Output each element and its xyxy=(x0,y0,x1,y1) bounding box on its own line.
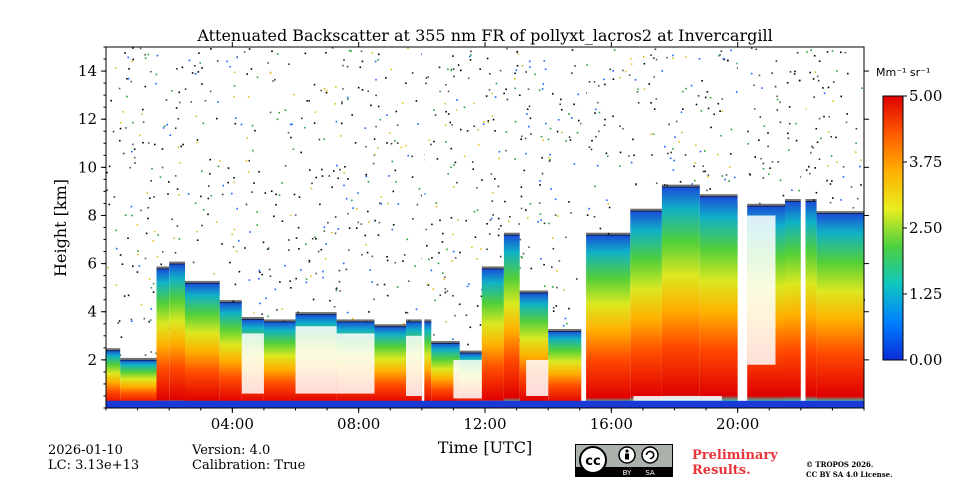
backscatter-segment-1 xyxy=(106,350,121,408)
backscatter-segment-15 xyxy=(481,268,504,408)
preliminary-line-1: Preliminary xyxy=(692,448,778,463)
colorbar-tick-label-3: 2.50 xyxy=(909,219,942,237)
backscatter-segment-2 xyxy=(120,359,157,408)
layer-top-edge-12 xyxy=(406,319,432,323)
layer-top-edge-14 xyxy=(459,350,482,354)
layer-top-edge-18 xyxy=(548,329,587,332)
data-gap-3 xyxy=(737,47,748,408)
low-signal-patch-2 xyxy=(295,326,337,394)
layer-top-edge-3 xyxy=(156,266,170,270)
backscatter-segment-11 xyxy=(374,326,407,408)
layer-top-edge-4 xyxy=(169,261,185,265)
y-tick-label-6: 12 xyxy=(78,110,97,128)
colorbar: Mm⁻¹ sr⁻¹ 0.00 1.25 2.50 3.75 5.00 xyxy=(876,66,942,369)
preliminary-line-2: Results. xyxy=(692,463,751,478)
backscatter-segment-22 xyxy=(699,196,738,408)
backscatter-segment-3 xyxy=(156,268,170,408)
layer-top-edge-5 xyxy=(185,280,220,284)
preliminary-results-note: Preliminary Results. xyxy=(692,448,778,478)
backscatter-segment-5 xyxy=(185,282,220,408)
by-label: BY xyxy=(623,469,632,476)
low-signal-patch-1 xyxy=(241,333,264,394)
layer-top-edge-25 xyxy=(816,211,864,215)
data-gap-2 xyxy=(581,47,586,408)
cc-icon xyxy=(579,446,607,474)
layer-top-edge-23 xyxy=(737,203,786,207)
x-tick-label-5: 20:00 xyxy=(716,415,759,433)
copyright-note: © TROPOS 2026. CC BY SA 4.0 License. xyxy=(806,460,893,480)
x-tick-label-1: 04:00 xyxy=(211,415,254,433)
layer-top-edge-16 xyxy=(503,232,520,236)
backscatter-segment-19 xyxy=(586,234,631,408)
colorbar-unit: Mm⁻¹ sr⁻¹ xyxy=(876,66,930,79)
low-signal-patch-3 xyxy=(336,333,375,394)
sa-label: SA xyxy=(645,469,655,476)
data-gap-4 xyxy=(800,47,806,408)
version-block: Version: 4.0 Calibration: True xyxy=(192,443,305,473)
y-tick-label-1: 2 xyxy=(87,351,97,369)
layer-top-edge-15 xyxy=(481,266,504,270)
layer-top-edge-9 xyxy=(295,312,337,316)
colorbar-tick-label-1: 0.00 xyxy=(909,351,942,369)
date-text: 2026-01-10 xyxy=(48,443,123,458)
low-signal-patch-4 xyxy=(406,335,422,396)
layer-top-edge-2 xyxy=(120,357,157,361)
colorbar-tick-label-4: 3.75 xyxy=(909,153,942,171)
layer-top-edge-7 xyxy=(241,317,264,320)
date-lc-block: 2026-01-10 LC: 3.13e+13 xyxy=(48,443,139,473)
layer-top-edge-20 xyxy=(630,208,662,212)
plot-area xyxy=(106,47,865,408)
axes: 04:00 08:00 12:00 16:00 20:00 2 4 6 8 10 12 14 xyxy=(78,42,869,433)
colorbar-tick-label-5: 5.00 xyxy=(909,87,942,105)
x-tick-label-3: 12:00 xyxy=(463,415,506,433)
version-text: Version: 4.0 xyxy=(192,443,271,458)
backscatter-segment-6 xyxy=(219,302,242,408)
y-tick-label-3: 6 xyxy=(87,255,97,273)
backscatter-segment-20 xyxy=(630,210,662,408)
y-tick-label-4: 8 xyxy=(87,206,97,224)
backscatter-segment-16 xyxy=(503,234,520,408)
layer-top-edge-19 xyxy=(586,232,631,236)
layer-top-edge-22 xyxy=(699,194,738,198)
y-tick-label-7: 14 xyxy=(78,62,97,80)
copyright-line-2: CC BY SA 4.0 License. xyxy=(806,470,893,479)
y-tick-label-2: 4 xyxy=(87,303,97,321)
backscatter-segment-4 xyxy=(169,263,185,408)
backscatter-segment-8 xyxy=(263,321,296,408)
low-signal-patch-6 xyxy=(526,359,549,396)
backscatter-segment-21 xyxy=(661,186,700,408)
x-tick-label-4: 16:00 xyxy=(590,415,633,433)
layer-top-edge-11 xyxy=(374,324,407,328)
cc-license-badge: cc BY SA xyxy=(575,444,673,477)
y-axis-label: Height [km] xyxy=(51,179,70,277)
backscatter-segment-18 xyxy=(548,331,587,408)
chart-title: Attenuated Backscatter at 355 nm FR of p… xyxy=(196,26,772,45)
layer-top-edge-21 xyxy=(661,184,700,188)
colorbar-gradient xyxy=(882,95,904,361)
copyright-line-1: © TROPOS 2026. xyxy=(806,460,874,469)
layer-top-edge-8 xyxy=(263,319,296,323)
data-gap-1 xyxy=(421,47,425,408)
layer-top-edge-13 xyxy=(431,341,460,344)
layer-top-edge-17 xyxy=(519,290,549,294)
colorbar-tick-label-2: 1.25 xyxy=(909,285,942,303)
cc-badge-graphic: cc BY SA xyxy=(576,446,672,477)
y-tick-label-5: 10 xyxy=(78,158,97,176)
low-signal-patch-5 xyxy=(453,359,482,399)
low-signal-patch-7 xyxy=(633,396,722,401)
x-tick-label-2: 08:00 xyxy=(337,415,380,433)
calibration-text: Calibration: True xyxy=(192,458,306,473)
low-signal-patch-8 xyxy=(747,215,776,365)
near-ground-signal xyxy=(106,400,864,408)
layer-top-edge-1 xyxy=(106,348,121,352)
lc-text: LC: 3.13e+13 xyxy=(48,458,140,473)
x-axis-label: Time [UTC] xyxy=(438,438,532,457)
backscatter-segment-25 xyxy=(816,213,864,408)
sa-share-icon xyxy=(641,446,659,464)
cc-icon-text: cc xyxy=(585,454,600,469)
layer-top-edge-10 xyxy=(336,319,375,323)
layer-top-edge-6 xyxy=(219,300,242,304)
